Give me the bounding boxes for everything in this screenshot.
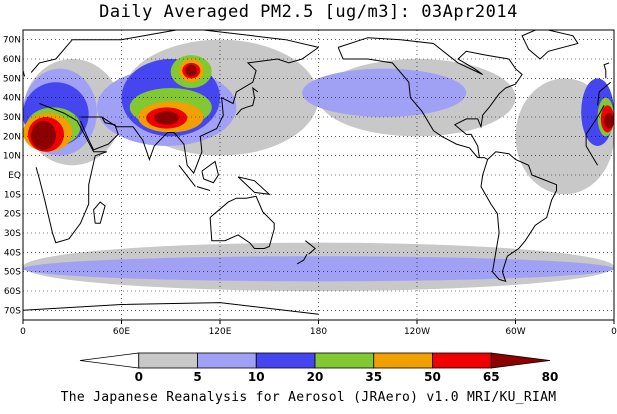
coastline-segment <box>178 164 196 187</box>
map-title: Daily Averaged PM2.5 [ug/m3]: 03Apr2014 <box>99 2 518 22</box>
latitude-label: 10S <box>4 190 21 200</box>
latitude-labels: 70N 60N 50N 40N 30N 20N 10N EQ 10S 20S 30S 40S 50S 60… <box>3 36 21 317</box>
coastline-segment <box>201 160 219 184</box>
coastline-segment <box>80 46 319 175</box>
colorbar-level-label: 65 <box>483 370 500 384</box>
latitude-label: 40N <box>3 94 21 104</box>
latitude-label: EQ <box>8 171 21 181</box>
pm25-region <box>185 64 198 77</box>
longitude-label: 120E <box>209 327 232 337</box>
latitude-label: 70N <box>3 36 21 46</box>
colorbar-swatch <box>314 352 375 369</box>
colorbar-level-label: 20 <box>307 370 324 384</box>
colorbar-level-label: 5 <box>193 370 201 384</box>
colorbar-swatch <box>197 352 257 369</box>
longitude-label: 0 <box>20 327 26 337</box>
coastline-segment <box>305 240 316 255</box>
latitude-label: 20S <box>4 210 21 220</box>
coastline-segment <box>209 195 275 249</box>
pm25-region <box>154 111 179 125</box>
colorbar-swatch <box>432 352 492 369</box>
colorbar-swatch <box>138 352 198 369</box>
latitude-label: 60N <box>3 55 21 65</box>
coastline-segment <box>80 116 119 151</box>
pm25-region <box>31 120 56 150</box>
coastlines <box>23 30 612 315</box>
pm25-region <box>302 68 467 117</box>
latitude-label: 40S <box>4 248 21 258</box>
longitude-labels: 0 60E 120E 180 120W 60W 0 <box>20 327 617 337</box>
longitude-label: 60E <box>113 327 130 337</box>
coastline-segment <box>585 105 605 146</box>
latitude-label: 50S <box>4 268 21 278</box>
pm25-field <box>23 39 614 291</box>
colorbar-swatch <box>79 352 140 369</box>
latitude-label: 50N <box>3 74 21 84</box>
coastline-segment <box>296 254 308 265</box>
coastline-segment <box>93 201 106 224</box>
footer-credit: The Japanese Reanalysis for Aerosol (JRA… <box>60 390 557 405</box>
colorbar-level-label: 35 <box>365 370 382 384</box>
coastline-segment <box>338 37 523 158</box>
colorbar: 0 5 10 20 35 50 65 80 <box>79 352 559 384</box>
colorbar-swatch <box>255 352 316 369</box>
latitude-label: 30S <box>4 229 21 239</box>
longitude-label: 120W <box>404 327 430 337</box>
coastline-segment <box>603 62 610 79</box>
coastline-segment <box>521 30 579 60</box>
coastline-segment <box>35 103 107 244</box>
colorbar-level-label: 50 <box>424 370 441 384</box>
pm25-region <box>604 113 614 129</box>
map-frame <box>22 29 615 321</box>
coastline-segment <box>480 151 557 283</box>
coastline-segment <box>236 86 259 116</box>
latitude-label: 30N <box>3 113 21 123</box>
coastline-segment <box>23 302 319 315</box>
latitude-label: 20N <box>3 132 21 142</box>
coastline-segment <box>237 176 271 195</box>
longitude-label: 60W <box>505 327 525 337</box>
pm25-region <box>23 256 614 282</box>
latitude-label: 70S <box>4 306 21 316</box>
longitude-label: 180 <box>310 327 327 337</box>
coastline-segment <box>597 81 612 106</box>
longitude-label: 0 <box>611 327 617 337</box>
coastline-segment <box>196 186 211 191</box>
latitude-label: 60S <box>4 287 21 297</box>
colorbar-level-label: 80 <box>542 370 559 384</box>
colorbar-level-label: 10 <box>248 370 265 384</box>
coastline-segment <box>30 30 319 73</box>
colorbar-swatch <box>490 352 551 369</box>
colorbar-swatch <box>373 352 433 369</box>
map-grid <box>22 30 615 324</box>
coastline-segment <box>337 47 488 160</box>
colorbar-level-label: 0 <box>135 370 143 384</box>
latitude-label: 10N <box>3 152 21 162</box>
